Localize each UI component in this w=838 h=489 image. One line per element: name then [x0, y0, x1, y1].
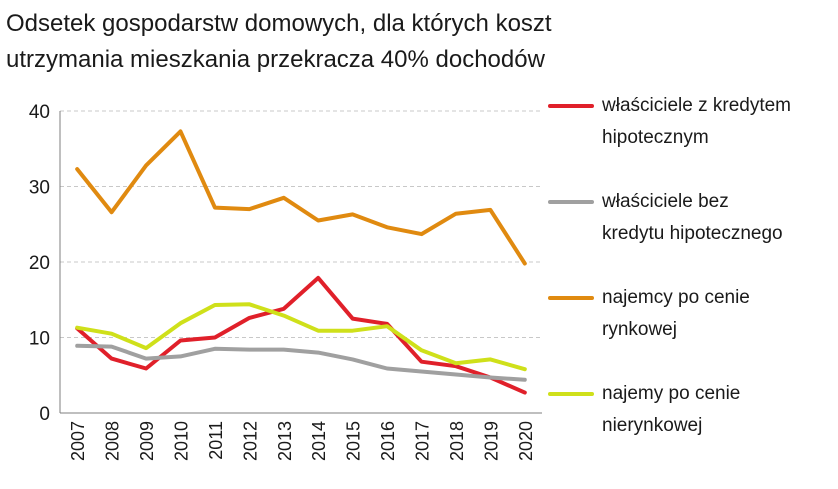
legend-label-line: najemy po cenie	[602, 383, 741, 404]
chart-title-line-1: Odsetek gospodarstw domowych, dla któryc…	[6, 10, 552, 37]
x-tick-label-2017: 2017	[413, 421, 433, 461]
legend-label-line: właściciele bez	[602, 191, 729, 212]
x-tick-label-2013: 2013	[275, 421, 295, 461]
x-tick-label-2008: 2008	[103, 421, 123, 461]
legend-swatch-2	[548, 296, 594, 300]
legend-label-line: nierynkowej	[602, 415, 703, 436]
x-tick-label-2015: 2015	[344, 421, 364, 461]
legend-label-3: najemy po cenie nierynkowej	[602, 378, 838, 442]
series-line-1	[75, 343, 527, 382]
legend-label-line: właściciele z kredytem	[602, 95, 791, 116]
x-tick-label-2018: 2018	[447, 421, 467, 461]
legend-swatch-0	[548, 104, 594, 108]
x-tick-label-2009: 2009	[137, 421, 157, 461]
x-tick-label-2014: 2014	[309, 421, 329, 461]
legend-swatch-1	[548, 200, 594, 204]
legend-label-line: rynkowej	[602, 319, 677, 340]
series-line-2	[75, 129, 527, 266]
x-tick-label-2010: 2010	[172, 421, 192, 461]
legend-label-line: kredytu hipotecznego	[602, 223, 783, 244]
y-tick-label-30: 30	[29, 178, 50, 199]
x-tick-label-2020: 2020	[516, 421, 536, 461]
x-tick-label-2011: 2011	[206, 421, 226, 460]
legend-label-line: hipotecznym	[602, 127, 709, 148]
chart-title-line-2: utrzymania mieszkania przekracza 40% doc…	[6, 46, 545, 73]
series-line-0	[75, 275, 527, 395]
y-tick-label-0: 0	[39, 404, 50, 425]
x-tick-label-2012: 2012	[240, 421, 260, 461]
legend-label-1: właściciele bez kredytu hipotecznego	[602, 186, 838, 250]
x-tick-label-2019: 2019	[481, 421, 501, 461]
series-line-3	[75, 302, 527, 372]
x-tick-label-2007: 2007	[68, 421, 88, 461]
legend-swatch-3	[548, 392, 594, 396]
y-tick-label-40: 40	[29, 102, 50, 123]
chart-title: Odsetek gospodarstw domowych, dla któryc…	[6, 6, 552, 78]
y-tick-label-10: 10	[29, 329, 50, 350]
legend-label-line: najemcy po cenie	[602, 287, 750, 308]
x-tick-label-2016: 2016	[378, 421, 398, 461]
legend-label-0: właściciele z kredytem hipotecznym	[602, 90, 838, 154]
legend-label-2: najemcy po cenie rynkowej	[602, 282, 838, 346]
y-tick-label-20: 20	[29, 253, 50, 274]
